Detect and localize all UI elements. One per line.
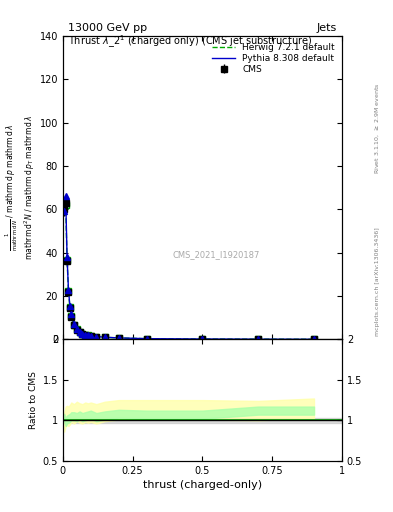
Text: Jets: Jets [316,23,336,33]
Line: Herwig 7.2.1 default: Herwig 7.2.1 default [64,205,314,339]
Pythia 8.308 default [312,336,316,343]
Pythia 8.308 default [200,336,205,342]
Herwig 7.2.1 default [62,202,67,208]
Pythia 8.308 default [72,321,76,327]
Herwig 7.2.1 default [63,202,68,208]
Herwig 7.2.1 default [102,334,107,340]
Text: CMS_2021_I1920187: CMS_2021_I1920187 [173,250,260,259]
Text: Rivet 3.1.10, $\geq$ 2.9M events: Rivet 3.1.10, $\geq$ 2.9M events [373,82,381,174]
Herwig 7.2.1 default [88,333,93,339]
Pythia 8.308 default [80,330,85,336]
Herwig 7.2.1 default [69,312,73,318]
Pythia 8.308 default [144,335,149,342]
Pythia 8.308 default [75,326,79,332]
Herwig 7.2.1 default [312,336,316,343]
Pythia 8.308 default [256,336,261,342]
Pythia 8.308 default [86,332,90,338]
Herwig 7.2.1 default [72,322,76,328]
Pythia 8.308 default [83,332,88,338]
Pythia 8.308 default [77,329,82,335]
Herwig 7.2.1 default [80,331,85,337]
Herwig 7.2.1 default [116,335,121,341]
Line: Pythia 8.308 default: Pythia 8.308 default [64,196,314,339]
Text: 13000 GeV pp: 13000 GeV pp [68,23,148,33]
Herwig 7.2.1 default [200,336,205,342]
Legend: Herwig 7.2.1 default, Pythia 8.308 default, CMS: Herwig 7.2.1 default, Pythia 8.308 defau… [209,40,338,76]
Herwig 7.2.1 default [68,304,72,310]
Herwig 7.2.1 default [83,332,88,338]
Pythia 8.308 default [94,333,99,339]
Herwig 7.2.1 default [77,329,82,335]
Pythia 8.308 default [63,193,68,199]
Pythia 8.308 default [66,286,71,292]
Pythia 8.308 default [68,303,72,309]
Pythia 8.308 default [88,333,93,339]
Herwig 7.2.1 default [94,334,99,340]
Pythia 8.308 default [65,254,70,260]
Y-axis label: Ratio to CMS: Ratio to CMS [29,371,39,429]
Herwig 7.2.1 default [65,257,70,263]
Herwig 7.2.1 default [75,326,79,332]
Pythia 8.308 default [102,334,107,340]
Text: mcplots.cern.ch [arXiv:1306.3436]: mcplots.cern.ch [arXiv:1306.3436] [375,227,380,336]
Herwig 7.2.1 default [256,336,261,342]
Text: Thrust $\lambda\_2^1$ (charged only) (CMS jet substructure): Thrust $\lambda\_2^1$ (charged only) (CM… [68,33,312,50]
Pythia 8.308 default [116,335,121,341]
Y-axis label: $\frac{1}{\mathrm{mathrm\,d}\,N}$ / $\mathrm{mathrm\,d}\,p$ $\mathrm{mathrm\,d}\: $\frac{1}{\mathrm{mathrm\,d}\,N}$ / $\ma… [4,115,37,261]
Pythia 8.308 default [69,311,73,317]
X-axis label: thrust (charged-only): thrust (charged-only) [143,480,262,490]
Herwig 7.2.1 default [86,332,90,338]
Herwig 7.2.1 default [144,336,149,342]
Herwig 7.2.1 default [66,288,71,294]
Pythia 8.308 default [62,208,67,215]
